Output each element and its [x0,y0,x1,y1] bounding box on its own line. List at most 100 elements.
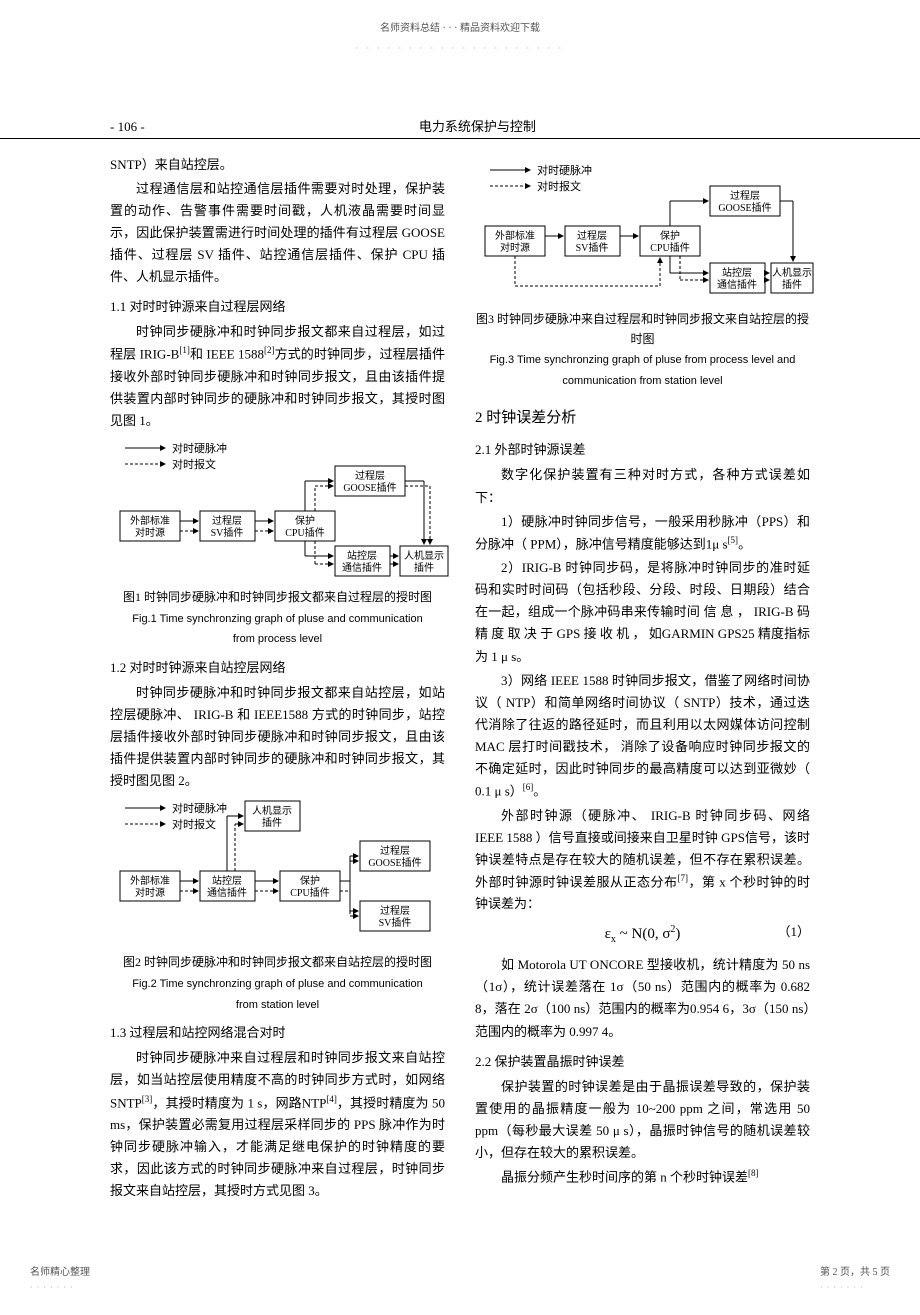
svg-text:通信插件: 通信插件 [717,278,757,291]
svg-text:站控层: 站控层 [212,874,242,887]
para: 数字化保护装置有三种对时方式，各种方式误差如下： [475,464,810,508]
svg-text:保护: 保护 [295,514,315,527]
figure-3-diagram: 对时硬脉冲 对时报文 过程层 GOOSE插件 外部标准 对时源 过程层 SV插件… [475,158,815,303]
citation: [5] [728,535,739,545]
svg-text:SV插件: SV插件 [379,916,412,929]
text: ，其授时精度为 50 ms，保护装置必需复用过程层采样同步的 PPS 脉冲作为时… [110,1095,445,1198]
svg-text:GOOSE插件: GOOSE插件 [343,481,396,494]
journal-title: 电力系统保护与控制 [145,116,810,138]
section-heading: 2.1 外部时钟源误差 [475,439,810,461]
figure-3-caption-en: Fig.3 Time synchronzing graph of pluse f… [475,351,810,370]
svg-text:保护: 保护 [300,874,320,887]
svg-text:CPU插件: CPU插件 [285,526,324,539]
text: 晶振分频产生秒时间序的第 n 个秒时钟误差 [501,1169,748,1184]
svg-text:外部标准: 外部标准 [130,514,170,527]
text: ，其授时精度为 1 s，网路NTP [152,1095,326,1110]
formula-text: εx ~ N(0, σ2) [605,926,681,942]
para: 如 Motorola UT ONCORE 型接收机，统计精度为 50 ns（1σ… [475,954,810,1042]
text: 和 IEEE 1588 [190,347,264,362]
page-number: - 106 - [110,116,145,138]
citation: [4] [326,1094,337,1104]
para: 3）网络 IEEE 1588 时钟同步报文，借鉴了网络时间协议（ NTP）和简单… [475,670,810,803]
svg-text:人机显示: 人机显示 [404,549,444,562]
svg-text:人机显示: 人机显示 [772,266,812,279]
text: 3）网络 IEEE 1588 时钟同步报文，借鉴了网络时间协议（ NTP）和简单… [475,673,810,799]
figure-3-caption-en2: communication from station level [475,372,810,391]
svg-text:对时报文: 对时报文 [172,457,216,471]
svg-text:通信插件: 通信插件 [207,886,247,899]
para: 外部时钟源（硬脉冲、 IRIG-B 时钟同步码、网络 IEEE 1588 ）信号… [475,805,810,916]
formula-number: （1） [777,921,810,943]
svg-text:外部标准: 外部标准 [130,874,170,887]
citation: [3] [142,1094,153,1104]
citation: [7] [677,873,688,883]
svg-text:过程层: 过程层 [380,844,410,857]
para: 过程通信层和站控通信层插件需要对时处理，保护装置的动作、告警事件需要时间戳，人机… [110,178,445,288]
section-heading: 2.2 保护装置晶振时钟误差 [475,1051,810,1073]
citation: [1] [179,345,190,355]
footer-right: 第 2 页，共 5 页 [820,1264,890,1281]
figure-3-caption-cn: 图3 时钟同步硬脉冲来自过程层和时钟同步报文来自站控层的授时图 [475,309,810,350]
text: 。 [533,783,546,798]
para: 1）硬脉冲时钟同步信号，一般采用秒脉冲（PPS）和分脉冲（ PPM），脉冲信号精… [475,511,810,556]
para: 时钟同步硬脉冲和时钟同步报文都来自站控层，如站控层硬脉冲、 IRIG-B 和 I… [110,682,445,792]
svg-text:站控层: 站控层 [722,266,752,279]
svg-text:对时源: 对时源 [135,886,165,899]
section-2-heading: 2 时钟误差分析 [475,406,810,432]
content-area: SNTP）来自站控层。 过程通信层和站控通信层插件需要对时处理，保护装置的动作、… [0,154,920,1205]
section-heading: 1.1 对时时钟源来自过程层网络 [110,296,445,318]
svg-text:SV插件: SV插件 [211,526,244,539]
svg-text:GOOSE插件: GOOSE插件 [718,201,771,214]
svg-text:对时硬脉冲: 对时硬脉冲 [172,441,227,455]
figure-2-diagram: 对时硬脉冲 对时报文 人机显示 插件 过程层 GOOSE插件 外部标准 对时源 … [110,796,450,946]
figure-1-caption-en: Fig.1 Time synchronzing graph of pluse a… [110,610,445,629]
svg-text:GOOSE插件: GOOSE插件 [368,856,421,869]
svg-text:过程层: 过程层 [355,469,385,482]
svg-text:人机显示: 人机显示 [252,804,292,817]
footer-dots: · · · · · · · [820,1281,890,1295]
right-column: 对时硬脉冲 对时报文 过程层 GOOSE插件 外部标准 对时源 过程层 SV插件… [475,154,810,1205]
text: 1）硬脉冲时钟同步信号，一般采用秒脉冲（PPS）和分脉冲（ PPM），脉冲信号精… [475,514,810,551]
left-column: SNTP）来自站控层。 过程通信层和站控通信层插件需要对时处理，保护装置的动作、… [110,154,445,1205]
svg-text:插件: 插件 [782,278,802,291]
top-header: 名师资料总结 · · · 精品资料欢迎下载 [0,20,920,37]
svg-text:过程层: 过程层 [577,229,607,242]
svg-text:外部标准: 外部标准 [495,229,535,242]
figure-2-caption-en2: from station level [110,996,445,1015]
para: SNTP）来自站控层。 [110,154,445,176]
figure-1-caption-cn: 图1 时钟同步硬脉冲和时钟同步报文都来自过程层的授时图 [110,587,445,607]
figure-1-diagram: 对时硬脉冲 对时报文 过程层 GOOSE插件 外部标准 对时源 过程层 SV插件… [110,436,450,581]
svg-text:插件: 插件 [262,816,282,829]
svg-text:SV插件: SV插件 [576,241,609,254]
svg-text:CPU插件: CPU插件 [650,241,689,254]
svg-text:对时硬脉冲: 对时硬脉冲 [172,801,227,815]
para: 2）IRIG-B 时钟同步码，是将脉冲时钟同步的准时延码和实时时间码（包括秒段、… [475,557,810,667]
svg-text:对时报文: 对时报文 [172,817,216,831]
svg-text:对时报文: 对时报文 [537,179,581,193]
citation: [8] [748,1168,759,1178]
para: 时钟同步硬脉冲来自过程层和时钟同步报文来自站控层，如当站控层使用精度不高的时钟同… [110,1047,445,1202]
text: 。 [738,536,751,551]
svg-text:对时硬脉冲: 对时硬脉冲 [537,163,592,177]
svg-text:插件: 插件 [414,561,434,574]
section-heading: 1.2 对时时钟源来自站控层网络 [110,657,445,679]
svg-text:过程层: 过程层 [380,904,410,917]
svg-text:对时源: 对时源 [135,526,165,539]
para: 保护装置的时钟误差是由于晶振误差导致的，保护装置使用的晶振精度一般为 10~20… [475,1076,810,1164]
page-header: - 106 - 电力系统保护与控制 [0,116,920,139]
page-footer: 名师精心整理 · · · · · · · 第 2 页，共 5 页 · · · ·… [0,1264,920,1295]
footer-left: 名师精心整理 [30,1264,90,1281]
svg-text:过程层: 过程层 [212,514,242,527]
section-heading: 1.3 过程层和站控网络混合对时 [110,1022,445,1044]
svg-text:对时源: 对时源 [500,241,530,254]
figure-1-caption-en2: from process level [110,630,445,649]
svg-text:CPU插件: CPU插件 [290,886,329,899]
svg-text:保护: 保护 [660,229,680,242]
citation: [2] [264,345,275,355]
svg-text:站控层: 站控层 [347,549,377,562]
svg-text:过程层: 过程层 [730,189,760,202]
svg-text:通信插件: 通信插件 [342,561,382,574]
para: 晶振分频产生秒时间序的第 n 个秒时钟误差[8] [475,1166,810,1188]
footer-dots: · · · · · · · [30,1281,90,1295]
citation: [6] [523,782,534,792]
